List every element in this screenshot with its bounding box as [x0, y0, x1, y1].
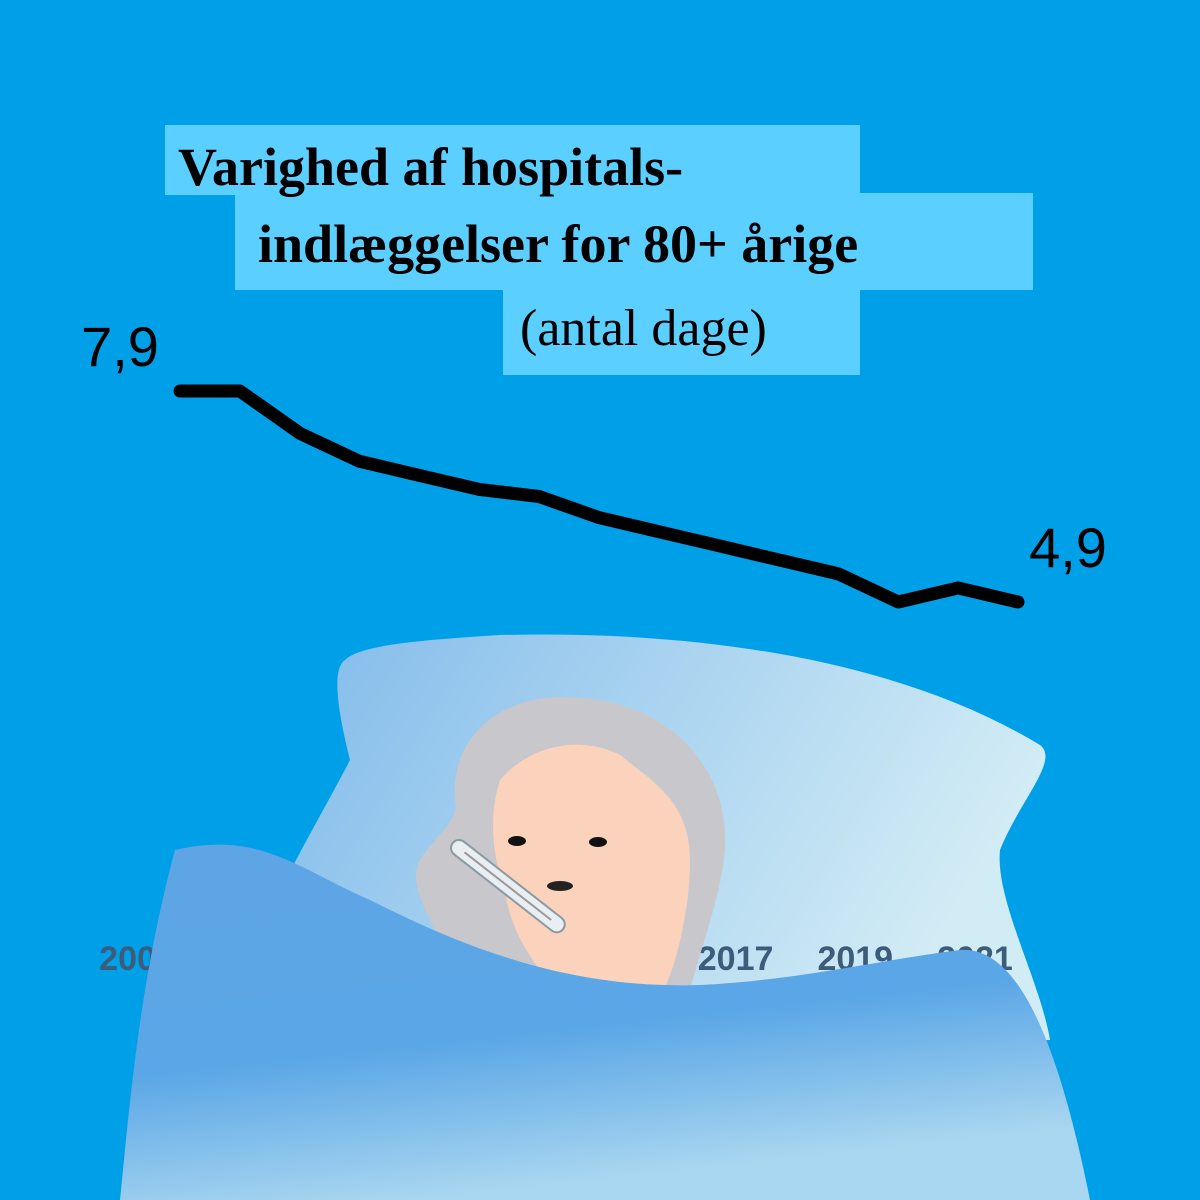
title-highlight: [235, 193, 1033, 290]
eye: [589, 837, 607, 847]
chart-subtitle: (antal dage): [520, 300, 767, 357]
nose: [547, 881, 573, 891]
face: [493, 744, 690, 995]
thermometer: [450, 838, 566, 934]
data-label: 4,9: [1029, 516, 1107, 579]
line-layer: 7,9 4,9: [81, 315, 1107, 609]
data-label: 7,9: [81, 315, 159, 378]
blanket: [120, 844, 1090, 1200]
title-highlight: [165, 125, 860, 195]
chart-title: Varighed af hospitals-: [178, 137, 683, 197]
x-tick-label: 2017: [698, 940, 774, 978]
chart-title: indlæggelser for 80+ årige: [258, 214, 858, 274]
data-line: [173, 384, 1025, 609]
subtitle-highlight: [503, 288, 860, 375]
eye: [508, 836, 526, 846]
